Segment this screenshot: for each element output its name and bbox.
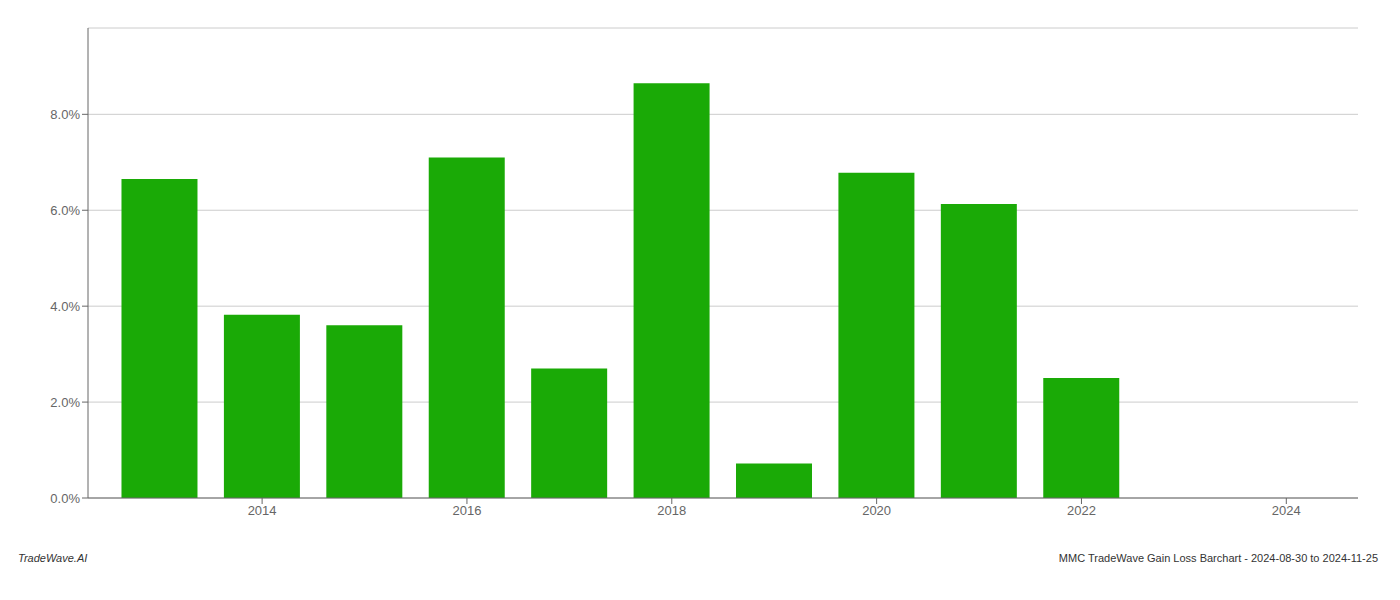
html-text:TradeWave.AI: TradeWave.AI bbox=[18, 552, 88, 564]
svg-text:2018: 2018 bbox=[657, 503, 686, 518]
svg-text:2016: 2016 bbox=[452, 503, 481, 518]
svg-text:6.0%: 6.0% bbox=[50, 203, 80, 218]
svg-text:2020: 2020 bbox=[862, 503, 891, 518]
html-text:MMC TradeWave Gain Loss Barcha: MMC TradeWave Gain Loss Barchart - 2024-… bbox=[1058, 552, 1378, 564]
svg-text:4.0%: 4.0% bbox=[50, 299, 80, 314]
svg-text:2024: 2024 bbox=[1272, 503, 1301, 518]
svg-text:8.0%: 8.0% bbox=[50, 107, 80, 122]
svg-text:0.0%: 0.0% bbox=[50, 491, 80, 506]
svg-text:2.0%: 2.0% bbox=[50, 395, 80, 410]
svg-text:2014: 2014 bbox=[248, 503, 277, 518]
svg-text:2022: 2022 bbox=[1067, 503, 1096, 518]
